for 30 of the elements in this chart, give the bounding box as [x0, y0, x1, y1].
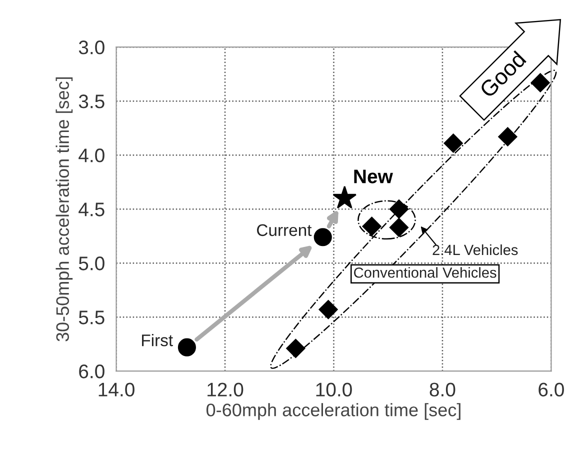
y-tick-label: 4.0 — [78, 148, 104, 162]
y-axis-title: 30-50mph acceleration time [sec] — [56, 77, 73, 342]
x-axis-title: 0-60mph acceleration time [sec] — [206, 403, 460, 420]
x-tick-label: 6.0 — [538, 382, 564, 396]
annotation: First — [142, 334, 173, 346]
x-tick-label: 14.0 — [98, 382, 134, 396]
point — [332, 186, 357, 209]
y-tick-label: 4.5 — [78, 202, 104, 216]
point — [178, 338, 196, 356]
point — [530, 73, 550, 92]
annotation: 2.4L Vehicles — [432, 244, 518, 256]
point — [498, 127, 518, 146]
y-tick-label: 5.0 — [78, 256, 104, 270]
point — [444, 134, 463, 153]
annotation: Conventional Vehicles — [354, 267, 496, 278]
y-tick-label: 5.5 — [78, 310, 104, 324]
x-tick-label: 12.0 — [208, 382, 244, 396]
x-tick-label: 8.0 — [430, 382, 456, 396]
point — [318, 300, 338, 320]
y-tick-label: 3.0 — [78, 40, 104, 54]
annotation: New — [354, 170, 393, 184]
point — [314, 228, 332, 246]
point — [389, 218, 409, 237]
point — [389, 200, 409, 219]
x-tick-label: 10.0 — [316, 382, 352, 396]
annotation: Current — [257, 224, 312, 236]
y-tick-label: 6.0 — [79, 364, 104, 378]
y-tick-label: 3.5 — [78, 94, 104, 108]
point — [362, 216, 382, 236]
point — [286, 338, 306, 358]
